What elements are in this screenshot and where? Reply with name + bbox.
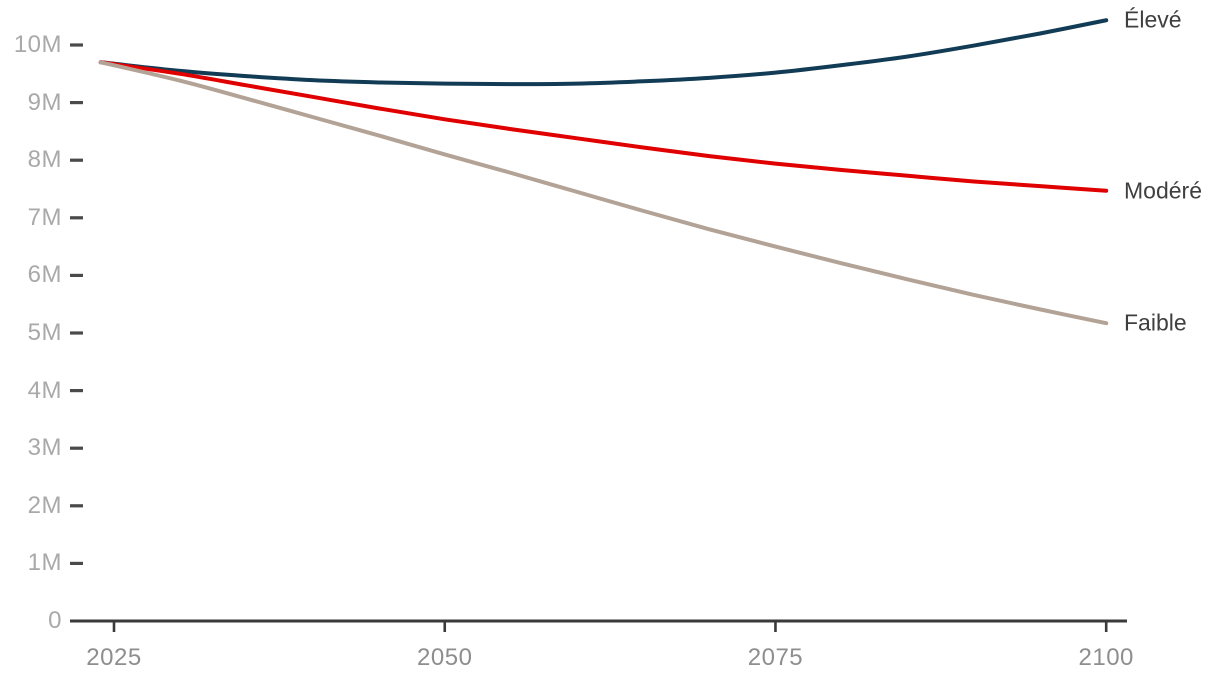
x-tick-label-2075: 2075 bbox=[747, 644, 804, 671]
y-tick-label-0: 0 bbox=[48, 607, 62, 634]
series-label-0: Élevé bbox=[1124, 6, 1182, 33]
series-label-2: Faible bbox=[1124, 309, 1187, 336]
y-tick-label-2M: 2M bbox=[27, 491, 62, 519]
series-line-2 bbox=[98, 60, 1109, 326]
y-tick-label-9M: 9M bbox=[27, 88, 62, 116]
x-tick-label-2025: 2025 bbox=[86, 644, 142, 671]
series-line-0 bbox=[98, 18, 1109, 87]
y-tick-label-1M: 1M bbox=[27, 549, 62, 577]
x-tick-label-2100: 2100 bbox=[1078, 644, 1134, 671]
y-tick-label-5M: 5M bbox=[27, 319, 62, 346]
y-tick-label-6M: 6M bbox=[27, 261, 62, 289]
y-tick-label-7M: 7M bbox=[27, 203, 62, 231]
y-tick-label-3M: 3M bbox=[27, 434, 62, 462]
series-label-1: Modéré bbox=[1124, 177, 1202, 204]
y-tick-label-4M: 4M bbox=[27, 376, 62, 404]
series-line-1 bbox=[98, 60, 1109, 193]
y-tick-label-10M: 10M bbox=[13, 31, 62, 58]
x-tick-label-2050: 2050 bbox=[417, 644, 473, 671]
y-tick-label-8M: 8M bbox=[27, 146, 62, 174]
